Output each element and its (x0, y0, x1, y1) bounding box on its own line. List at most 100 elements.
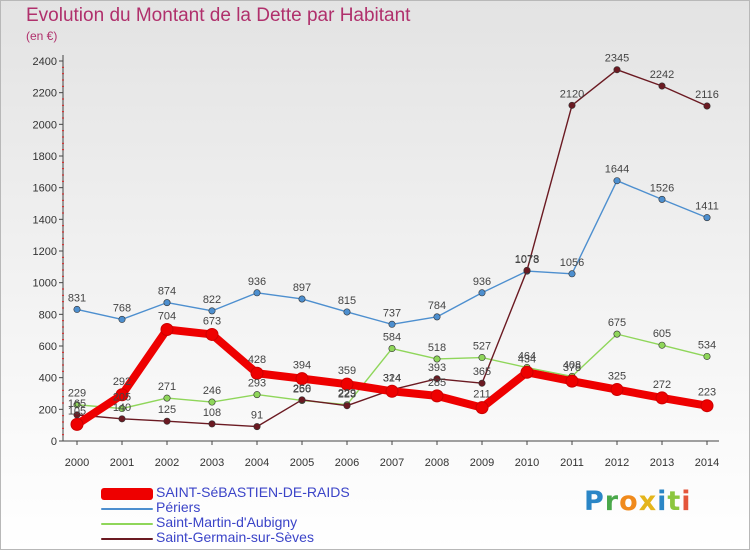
y-tick-label: 0 (51, 436, 57, 448)
chart-title: Evolution du Montant de la Dette par Hab… (26, 5, 411, 26)
data-label: 428 (248, 354, 266, 366)
data-label: 223 (698, 387, 716, 399)
y-tick-label: 800 (39, 309, 57, 321)
data-point (433, 375, 441, 383)
y-minor-tick (62, 263, 64, 265)
y-tick-label: 200 (39, 404, 57, 416)
data-point (298, 295, 306, 303)
data-label: 292 (113, 376, 131, 388)
data-point (388, 345, 396, 353)
data-point (343, 402, 351, 410)
data-label: 897 (293, 282, 311, 294)
data-point (610, 383, 624, 397)
data-point (613, 330, 621, 338)
y-minor-tick (62, 174, 64, 176)
axes: 0 200 400 600 800 1000 1200 1400 1600 1800 2000 220… (33, 55, 719, 469)
data-label: 768 (113, 302, 131, 314)
y-minor-tick (62, 199, 64, 201)
x-tick-label: 2004 (245, 457, 269, 469)
y-minor-tick (62, 364, 64, 366)
y-minor-tick (62, 402, 64, 404)
data-label: 378 (563, 362, 581, 374)
data-label: 256 (293, 383, 311, 395)
data-label: 125 (158, 404, 176, 416)
y-minor-tick (62, 288, 64, 290)
y-minor-tick (62, 339, 64, 341)
data-label: 2242 (650, 69, 674, 81)
data-point (208, 398, 216, 406)
y-minor-tick (62, 421, 64, 423)
data-label: 285 (428, 377, 446, 389)
x-tick-label: 2012 (605, 457, 629, 469)
y-minor-tick (62, 415, 64, 417)
data-point (613, 66, 621, 74)
y-minor-tick (62, 98, 64, 100)
data-label: 229 (338, 388, 356, 400)
data-point (73, 401, 81, 409)
data-point (253, 423, 261, 431)
data-label: 518 (428, 342, 446, 354)
data-label: 584 (383, 332, 401, 344)
data-point (115, 388, 129, 402)
data-label: 2345 (605, 53, 629, 65)
legend-label: Saint-Germain-sur-Sèves (156, 529, 314, 545)
y-minor-tick (62, 320, 64, 322)
y-minor-tick (62, 301, 64, 303)
y-minor-tick (62, 326, 64, 328)
data-point (208, 307, 216, 315)
y-tick-label: 2200 (33, 88, 57, 100)
y-minor-tick (62, 351, 64, 353)
x-tick-label: 2011 (560, 457, 584, 469)
y-minor-tick (62, 225, 64, 227)
x-tick-label: 2006 (335, 457, 359, 469)
data-point (658, 82, 666, 90)
data-point (568, 270, 576, 278)
y-minor-tick (62, 79, 64, 81)
y-minor-tick (62, 383, 64, 385)
data-label: 2120 (560, 88, 584, 100)
data-label: 205 (113, 392, 131, 404)
x-tick-label: 2014 (695, 457, 719, 469)
y-tick-label: 2000 (33, 119, 57, 131)
legend-swatch (101, 522, 153, 525)
data-point (388, 320, 396, 328)
y-minor-tick (62, 427, 64, 429)
y-minor-tick (62, 212, 64, 214)
data-label: 271 (158, 381, 176, 393)
data-label: 1644 (605, 164, 629, 176)
y-minor-tick (62, 294, 64, 296)
data-label: 784 (428, 300, 446, 312)
data-point (433, 313, 441, 321)
data-label: 1411 (695, 201, 719, 213)
data-label: 1078 (515, 253, 539, 265)
data-label: 434 (518, 353, 536, 365)
data-label: 140 (113, 402, 131, 414)
data-label: 408 (563, 359, 581, 371)
y-minor-tick (62, 111, 64, 113)
data-point (70, 417, 84, 431)
data-point (700, 399, 714, 413)
data-point (520, 365, 534, 379)
data-point (163, 417, 171, 425)
data-label: 223 (338, 389, 356, 401)
data-point (73, 305, 81, 313)
data-label: 704 (158, 311, 176, 323)
x-tick-label: 2001 (110, 457, 134, 469)
legend-swatch (101, 487, 153, 500)
data-point (385, 384, 399, 398)
data-label: 1526 (650, 182, 674, 194)
data-label: 2116 (695, 89, 719, 101)
data-point (433, 355, 441, 363)
y-minor-tick (62, 130, 64, 132)
legend-label: SAINT-SéBASTIEN-DE-RAIDS (156, 484, 350, 500)
data-point (208, 420, 216, 428)
data-point (343, 308, 351, 316)
data-label: 324 (383, 373, 401, 385)
y-minor-tick (62, 73, 64, 75)
y-tick-label: 1200 (33, 246, 57, 258)
y-minor-tick (62, 269, 64, 271)
data-point (523, 266, 531, 274)
data-point (658, 341, 666, 349)
